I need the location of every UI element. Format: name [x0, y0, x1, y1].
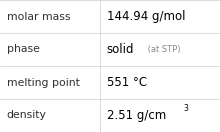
Text: 2.51 g/cm: 2.51 g/cm: [107, 109, 166, 122]
Text: 551 °C: 551 °C: [107, 76, 147, 89]
Text: density: density: [7, 110, 46, 121]
Text: 144.94 g/mol: 144.94 g/mol: [107, 10, 185, 23]
Text: melting point: melting point: [7, 77, 79, 88]
Text: solid: solid: [107, 43, 134, 56]
Text: 3: 3: [183, 104, 188, 113]
Text: molar mass: molar mass: [7, 11, 70, 22]
Text: (at STP): (at STP): [145, 45, 181, 54]
Text: phase: phase: [7, 44, 39, 55]
